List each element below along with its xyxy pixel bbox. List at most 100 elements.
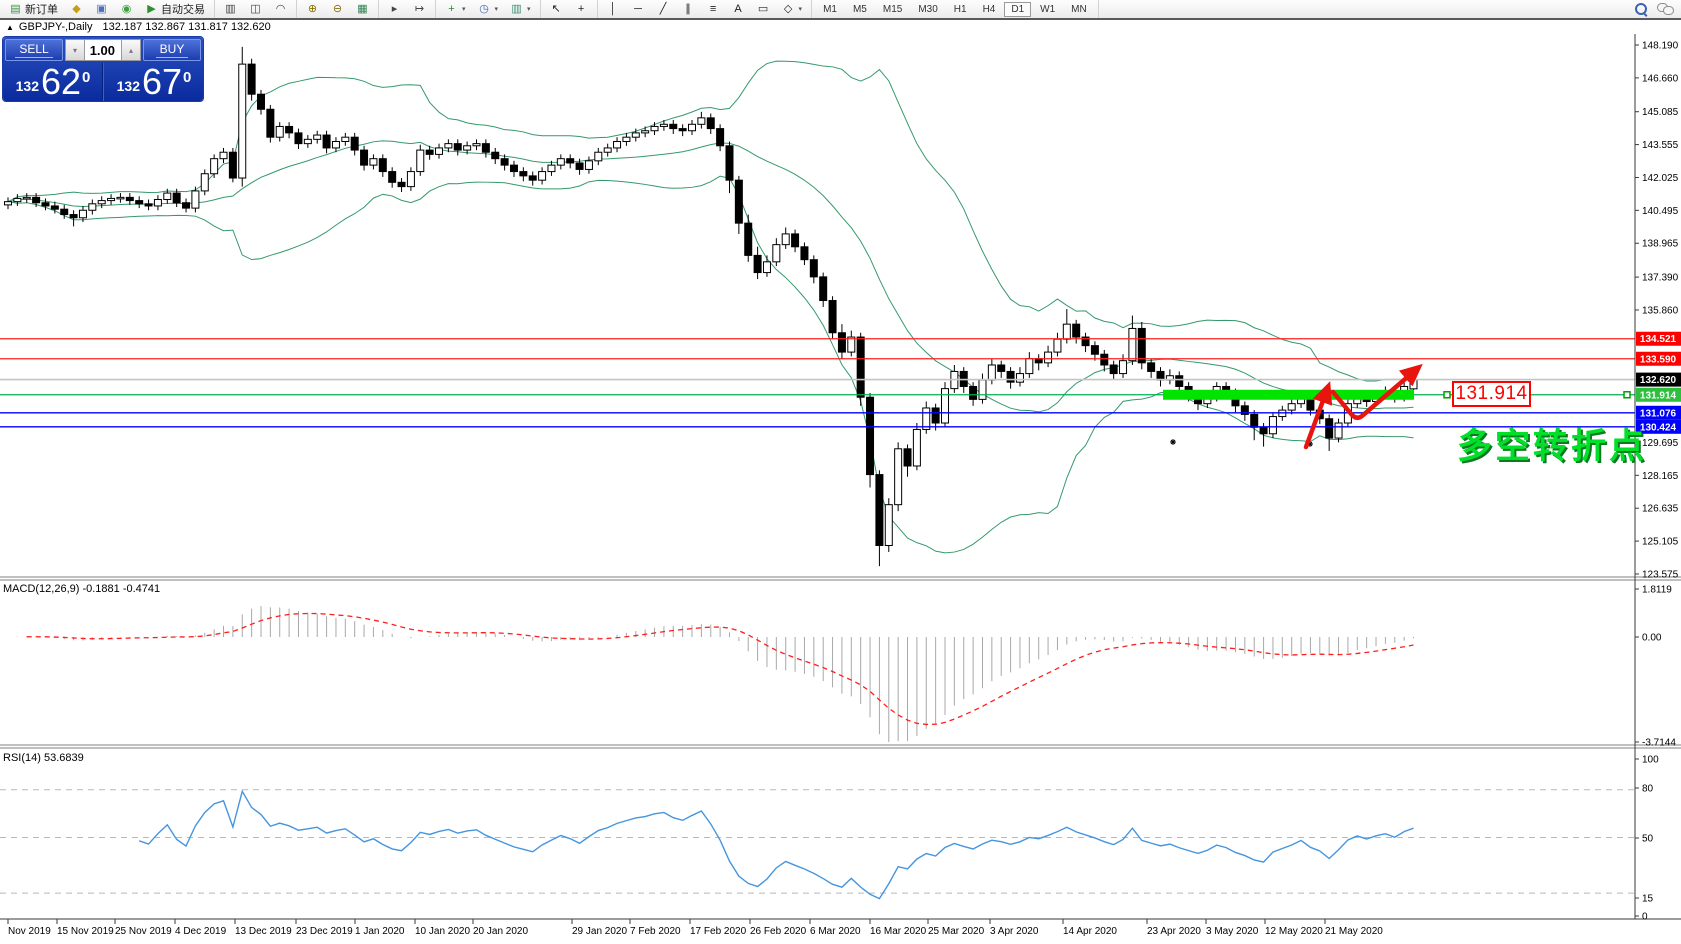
horizontal-line-icon: ─ <box>634 2 642 15</box>
toolbar-group-drawing: │ ─ ╱ ∥ ≡ A ▭ ◇ ▾ <box>598 0 813 18</box>
timeframe-bar: M1 M5 M15 M30 H1 H4 D1 W1 MN <box>812 0 1099 18</box>
line-chart-button[interactable]: ◠ <box>269 1 292 18</box>
new-order-button[interactable]: ▤ 新订单 <box>10 2 58 17</box>
bollinger-middle <box>7 140 1414 413</box>
equidistant-channel-button[interactable]: ∥ <box>677 1 700 18</box>
timeframe-m30[interactable]: M30 <box>918 3 938 15</box>
sell-button[interactable]: SELL <box>5 39 63 61</box>
line-handle[interactable] <box>1443 391 1451 399</box>
buy-button[interactable]: BUY <box>143 39 201 61</box>
symbol-period-label: GBPJPY-,Daily <box>18 21 93 33</box>
support-highlight-bar[interactable] <box>1163 389 1414 400</box>
autotrading-button[interactable]: ▶ 自动交易 <box>140 0 210 19</box>
charts-icon-icon: ◆ <box>72 2 81 15</box>
up-arrow-annotation[interactable] <box>1303 381 1333 450</box>
tile-windows-icon: ▦ <box>357 2 368 15</box>
date-tick-label: 6 Mar 2020 <box>810 926 861 937</box>
expand-arrow-icon[interactable]: ▲ <box>6 22 14 32</box>
price-tick-label: 143.555 <box>1642 140 1679 151</box>
timeframe-m5[interactable]: M5 <box>852 3 867 15</box>
cursor-button[interactable]: ↖ <box>545 1 568 18</box>
toolbar-group-zoom: ⊕ ⊖ ▦ <box>297 0 379 18</box>
chart-shift-icon: ↦ <box>414 2 425 15</box>
timeframe-m1[interactable]: M1 <box>823 3 837 15</box>
candlestick-chart-button[interactable]: ◫ <box>244 1 267 18</box>
price-tick-label: 135.860 <box>1642 305 1679 316</box>
one-click-trading-panel: SELL ▾ 1.00 ▴ BUY 132 62 0 132 67 0 <box>3 37 203 101</box>
fibonacci-button[interactable]: ≡ <box>702 1 725 18</box>
sell-price[interactable]: 132 62 0 <box>3 63 103 101</box>
svg-text:133.590: 133.590 <box>1640 354 1677 365</box>
buy-price[interactable]: 132 67 0 <box>103 63 203 101</box>
data-window-icon[interactable]: ▣ <box>90 1 113 18</box>
horizontal-line-button[interactable]: ─ <box>627 1 650 18</box>
time-axis[interactable]: Nov 2019 15 Nov 2019 25 Nov 2019 4 Dec 2019… <box>7 919 1383 937</box>
zigzag-arrow-annotation[interactable] <box>1330 363 1423 420</box>
bar-chart-icon: ▥ <box>225 2 236 15</box>
macd-scale-label: 0.00 <box>1642 633 1662 644</box>
toolbar-group-chart-type: ▥ ◫ ◠ <box>215 0 297 18</box>
indicators-icon: + <box>448 2 455 15</box>
timeframe-d1[interactable]: D1 <box>1004 1 1032 17</box>
line-handle[interactable] <box>1623 391 1631 399</box>
text-label-button[interactable]: ▭ <box>752 1 775 18</box>
timeframe-w1[interactable]: W1 <box>1040 3 1056 15</box>
toolbar-group-scroll: ▸ ↦ <box>379 0 436 18</box>
price-tick-label: 145.085 <box>1642 107 1679 118</box>
search-icon[interactable] <box>1635 3 1648 17</box>
timeframe-h4[interactable]: H4 <box>982 3 996 15</box>
bollinger-upper <box>7 60 1414 382</box>
navigator-icon[interactable]: ◉ <box>115 1 138 18</box>
line-chart-icon: ◠ <box>275 2 286 15</box>
templates-button[interactable]: ▥ ▾ <box>511 2 531 15</box>
tile-windows-button[interactable]: ▦ <box>351 1 374 18</box>
main-pane <box>0 46 1635 567</box>
cursor-icon: ↖ <box>551 2 561 15</box>
vertical-line-button[interactable]: │ <box>602 1 625 18</box>
periods-button[interactable]: ◷ ▾ <box>479 2 499 15</box>
ohlc-quote-label: 132.187 132.867 131.817 132.620 <box>102 21 271 33</box>
volume-decrease-button[interactable]: ▾ <box>65 39 85 61</box>
text-label-icon: ▭ <box>757 2 769 15</box>
price-badge <box>1636 372 1681 387</box>
date-tick-label: 1 Jan 2020 <box>355 926 405 937</box>
price-tick-label: 129.695 <box>1642 438 1679 449</box>
charts-icon[interactable]: ◆ <box>65 1 88 18</box>
volume-increase-button[interactable]: ▴ <box>121 39 141 61</box>
turning-point-note[interactable]: 多空转折点 <box>1457 427 1648 466</box>
macd-label: MACD(12,26,9) -0.1881 -0.4741 <box>3 583 161 595</box>
text-button[interactable]: A <box>727 1 750 18</box>
indicators-button[interactable]: + ▾ <box>440 1 471 18</box>
bollinger-lower <box>7 175 1414 554</box>
crosshair-icon: + <box>577 2 585 15</box>
bar-chart-button[interactable]: ▥ <box>219 1 242 18</box>
timeframe-h1[interactable]: H1 <box>953 3 967 15</box>
rsi-scale-label: 0 <box>1642 912 1648 923</box>
price-level-tag[interactable]: 131.914 <box>1452 381 1531 407</box>
rsi-line <box>138 789 1414 900</box>
price-axis[interactable]: 148.190 146.660 145.085 143.555 142.025 140.4… <box>0 34 1681 923</box>
auto-scroll-button[interactable]: ▸ <box>383 1 406 18</box>
date-tick-label: 26 Feb 2020 <box>750 926 807 937</box>
timeframe-mn[interactable]: MN <box>1071 3 1087 15</box>
toolbar-group-objects-menus: + ▾ ◷ ▾ ▥ ▾ <box>436 0 541 18</box>
volume-input[interactable]: 1.00 <box>85 39 121 61</box>
zoom-in-button[interactable]: ⊕ <box>301 1 324 18</box>
chart-shift-button[interactable]: ↦ <box>408 1 431 18</box>
zoom-out-button[interactable]: ⊖ <box>326 1 349 18</box>
toolbar: ▤ 新订单 ◆ ▣ ◉ ▶ 自动交易 ▥ ◫ ◠ ⊕ ⊖ ▦ ▸ ↦ + ▾ ◷ ▾ ▥ ▾ ↖ + │ ─ ╱ ∥ ≡ A ▭ ◇ ▾ M1 M… <box>0 0 1681 20</box>
macd-pane <box>16 606 1414 742</box>
svg-text:130.424: 130.424 <box>1640 422 1677 433</box>
timeframe-m15[interactable]: M15 <box>882 3 903 15</box>
date-tick-label: 29 Jan 2020 <box>572 926 627 937</box>
equidistant-channel-icon: ∥ <box>685 2 691 15</box>
crosshair-button[interactable]: + <box>570 1 593 18</box>
arrows-tool-button[interactable]: ◇ ▾ <box>777 1 808 18</box>
price-badge <box>1636 387 1681 402</box>
price-tick-label: 125.105 <box>1642 537 1679 548</box>
trendline-button[interactable]: ╱ <box>652 1 675 18</box>
chat-icon[interactable] <box>1657 3 1674 15</box>
price-tick-label: 123.575 <box>1642 569 1679 580</box>
